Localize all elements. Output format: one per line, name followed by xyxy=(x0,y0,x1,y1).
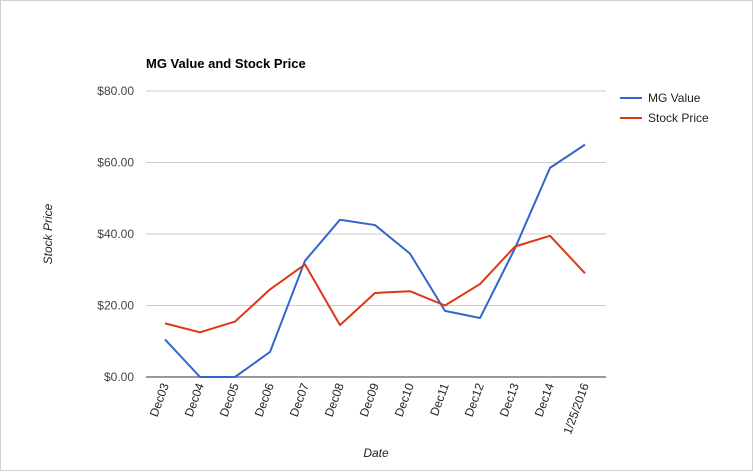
y-tick-label: $0.00 xyxy=(104,370,134,384)
legend: MG Value Stock Price xyxy=(620,91,709,125)
legend-label: Stock Price xyxy=(648,111,709,125)
data-point xyxy=(548,166,552,170)
data-point xyxy=(303,259,307,263)
series-line-mg-value xyxy=(164,143,586,378)
data-point xyxy=(443,309,447,313)
data-point xyxy=(408,252,412,256)
data-point xyxy=(163,337,167,341)
y-tick-label: $20.00 xyxy=(97,299,134,313)
data-point xyxy=(338,323,342,327)
y-tick-label: $40.00 xyxy=(97,227,134,241)
data-point xyxy=(198,330,202,334)
series-line-stock-price xyxy=(164,234,586,334)
data-point xyxy=(163,321,167,325)
data-point xyxy=(548,234,552,238)
series-lines xyxy=(163,143,587,379)
data-point xyxy=(478,316,482,320)
data-point xyxy=(443,304,447,308)
data-point xyxy=(198,375,202,379)
data-point xyxy=(338,218,342,222)
data-point xyxy=(478,282,482,286)
chart-title: MG Value and Stock Price xyxy=(146,56,306,71)
y-tick-label: $60.00 xyxy=(97,156,134,170)
data-point xyxy=(233,375,237,379)
data-point xyxy=(268,350,272,354)
data-point xyxy=(373,223,377,227)
y-axis-title: Stock Price xyxy=(41,203,55,264)
data-point xyxy=(373,291,377,295)
legend-label: MG Value xyxy=(648,91,701,105)
data-point xyxy=(408,289,412,293)
x-axis-title: Date xyxy=(363,446,389,460)
y-gridlines xyxy=(146,90,606,306)
data-point xyxy=(268,287,272,291)
data-point xyxy=(513,245,517,249)
y-tick-label: $80.00 xyxy=(97,84,134,98)
data-point xyxy=(583,143,587,147)
y-tick-labels: $0.00 $20.00 $40.00 $60.00 $80.00 xyxy=(97,84,134,384)
data-point xyxy=(233,320,237,324)
data-point xyxy=(303,262,307,266)
data-point xyxy=(583,271,587,275)
